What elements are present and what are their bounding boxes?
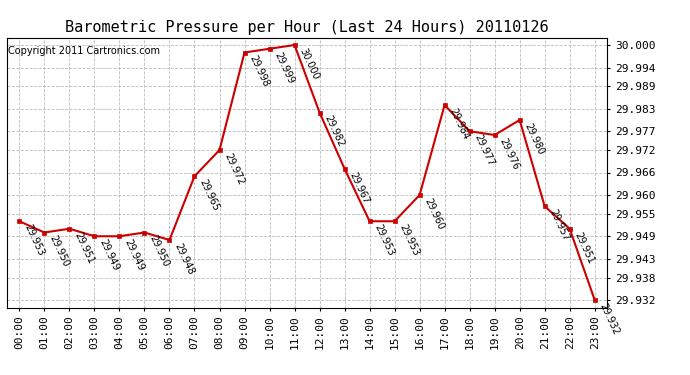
Text: 29.951: 29.951 (72, 230, 96, 265)
Text: 29.972: 29.972 (222, 152, 246, 186)
Text: 29.999: 29.999 (273, 50, 295, 85)
Text: 29.976: 29.976 (497, 136, 521, 171)
Text: 29.949: 29.949 (97, 238, 121, 273)
Text: 29.965: 29.965 (197, 178, 221, 213)
Text: 29.957: 29.957 (547, 208, 571, 243)
Text: Copyright 2011 Cartronics.com: Copyright 2011 Cartronics.com (8, 46, 160, 56)
Text: 29.960: 29.960 (422, 196, 446, 231)
Text: 29.953: 29.953 (22, 223, 46, 258)
Text: 29.948: 29.948 (172, 242, 195, 276)
Text: 29.967: 29.967 (347, 170, 371, 205)
Text: 29.984: 29.984 (447, 106, 471, 141)
Text: 29.977: 29.977 (473, 133, 496, 168)
Text: 29.950: 29.950 (47, 234, 70, 269)
Title: Barometric Pressure per Hour (Last 24 Hours) 20110126: Barometric Pressure per Hour (Last 24 Ho… (66, 20, 549, 35)
Text: 29.932: 29.932 (598, 302, 621, 336)
Text: 29.953: 29.953 (397, 223, 421, 258)
Text: 29.998: 29.998 (247, 54, 270, 89)
Text: 29.950: 29.950 (147, 234, 170, 269)
Text: 29.982: 29.982 (322, 114, 346, 149)
Text: 29.980: 29.980 (522, 122, 546, 156)
Text: 29.949: 29.949 (122, 238, 146, 273)
Text: 29.951: 29.951 (573, 230, 596, 265)
Text: 29.953: 29.953 (373, 223, 396, 258)
Text: 30.000: 30.000 (297, 46, 321, 81)
